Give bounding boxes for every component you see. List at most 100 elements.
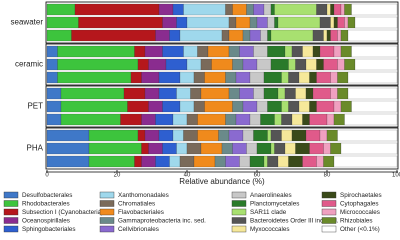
- legend-swatch: [3, 217, 19, 224]
- bar-segment: [330, 142, 342, 155]
- bar-segment: [46, 155, 90, 168]
- bar-segment: [330, 71, 338, 84]
- bar-segment: [312, 45, 321, 58]
- bar-segment: [197, 45, 209, 58]
- bar-segment: [183, 3, 226, 16]
- bar-segment: [298, 71, 310, 84]
- legend-swatch: [231, 208, 247, 216]
- bar-segment: [179, 71, 195, 84]
- bar-segment: [88, 155, 135, 168]
- bar-segment: [323, 155, 335, 168]
- bar-segment: [242, 100, 258, 113]
- bar-segment: [221, 29, 230, 42]
- bar-segment: [312, 29, 324, 42]
- bar-segment: [347, 29, 398, 42]
- bar-segment: [207, 45, 230, 58]
- bar-segment: [281, 113, 293, 126]
- bar-segment: [263, 155, 268, 168]
- x-tick-label: 20: [114, 173, 121, 179]
- bar-segment: [242, 29, 251, 42]
- legend-label: Myxococcales: [250, 226, 290, 233]
- bar-segment: [225, 3, 233, 16]
- bar-segment: [204, 71, 226, 84]
- bar-segment: [288, 71, 300, 84]
- bar-segment: [256, 58, 272, 71]
- bar-segment: [263, 71, 282, 84]
- bar-segment: [319, 129, 328, 142]
- bar-segment: [60, 113, 121, 126]
- bar-segment: [162, 16, 177, 29]
- legend-label: Other (<0.1%): [340, 226, 380, 233]
- bar-segment: [253, 129, 268, 142]
- bar-segment: [263, 3, 272, 16]
- bar-segment: [46, 29, 72, 42]
- bar-segment: [176, 142, 188, 155]
- bar-segment: [46, 113, 62, 126]
- bar-segment: [302, 113, 310, 126]
- bar-segment: [123, 87, 146, 100]
- bar-segment: [225, 71, 237, 84]
- bar-segment: [295, 58, 307, 71]
- bar-segment: [281, 129, 293, 142]
- legend-swatch: [3, 208, 19, 216]
- bar-segment: [239, 45, 254, 58]
- bar-segment: [127, 100, 149, 113]
- bar-segment: [309, 100, 317, 113]
- bar-segment: [323, 58, 338, 71]
- bar-segment: [267, 100, 282, 113]
- legend-label: Gammaproteobacteria inc. sed.: [118, 217, 206, 224]
- bar-segment: [333, 155, 398, 168]
- bar-segment: [316, 100, 335, 113]
- bar-segment: [228, 87, 240, 100]
- legend-label: Sphingobacteriales: [22, 226, 76, 233]
- bar-segment: [277, 155, 289, 168]
- bar-segment: [235, 71, 251, 84]
- bar-segment: [316, 71, 331, 84]
- bar-segment: [347, 87, 398, 100]
- bar-segment: [270, 3, 275, 16]
- legend-swatch: [3, 191, 19, 199]
- x-tick-label: 40: [184, 173, 191, 179]
- bar-segment: [347, 16, 356, 29]
- bar-segment: [253, 87, 265, 100]
- bar-segment: [253, 3, 265, 16]
- bar-segment: [260, 113, 275, 126]
- bar-segment: [270, 142, 275, 155]
- legend-label: Flavobacteriales: [118, 209, 164, 216]
- bar-segment: [337, 29, 342, 42]
- x-tick-label: 80: [324, 173, 331, 179]
- bar-segment: [141, 113, 156, 126]
- legend-swatch: [321, 217, 337, 224]
- legend-swatch: [231, 225, 247, 233]
- bar-segment: [57, 45, 135, 58]
- bar-segment: [228, 16, 237, 29]
- bar-segment: [309, 142, 324, 155]
- bar-segment: [172, 113, 188, 126]
- bar-segment: [186, 142, 202, 155]
- bar-segment: [330, 3, 335, 16]
- bar-segment: [235, 113, 251, 126]
- legend-swatch: [99, 200, 115, 207]
- bar-segment: [274, 16, 279, 29]
- bar-segment: [333, 113, 345, 126]
- bar-segment: [228, 29, 244, 42]
- bar-segment: [354, 16, 398, 29]
- bar-segment: [144, 87, 160, 100]
- bar-segment: [249, 29, 261, 42]
- legend-swatch: [321, 200, 337, 207]
- bar-segment: [193, 100, 205, 113]
- bar-segment: [46, 71, 58, 84]
- bar-segment: [46, 87, 62, 100]
- bar-segment: [78, 16, 163, 29]
- bar-segment: [141, 155, 156, 168]
- legend-swatch: [321, 191, 337, 199]
- bar-segment: [344, 16, 349, 29]
- bar-segment: [249, 113, 261, 126]
- bar-segment: [305, 58, 317, 71]
- bar-segment: [298, 100, 310, 113]
- bar-segment: [197, 113, 226, 126]
- legend-label: Cellvibrionales: [118, 226, 159, 233]
- bar-segment: [249, 16, 258, 29]
- bar-segment: [267, 155, 279, 168]
- bar-segment: [148, 58, 167, 71]
